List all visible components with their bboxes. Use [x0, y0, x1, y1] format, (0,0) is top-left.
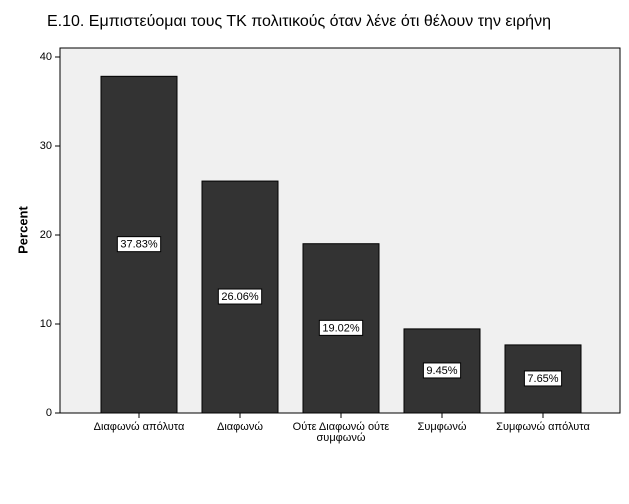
value-label-box	[116, 236, 162, 253]
x-tick-label: Συμφωνώ απόλυτα	[496, 421, 590, 433]
value-label-box	[523, 370, 563, 387]
y-axis-label: Percent	[15, 205, 30, 253]
y-tick-label: 30	[40, 140, 52, 152]
value-label: 7.65%	[527, 373, 558, 385]
y-tick-label: 40	[40, 51, 52, 63]
value-label: 37.83%	[120, 239, 158, 251]
x-tick-label: Συμφωνώ	[417, 421, 467, 433]
x-tick-label: Διαφωνώ απόλυτα	[93, 421, 185, 433]
chart-title: Ε.10. Εμπιστεύομαι τους ΤΚ πολιτικούς ότ…	[47, 13, 551, 30]
y-tick-label: 0	[46, 407, 52, 419]
x-tick-label: Ούτε Διαφωνώ ούτε συμφωνώ	[292, 421, 390, 444]
x-tick-label: Διαφωνώ	[217, 421, 263, 433]
value-label: 26.06%	[221, 291, 259, 303]
value-label: 9.45%	[426, 365, 457, 377]
y-tick-label: 20	[40, 229, 52, 241]
value-label: 19.02%	[322, 322, 360, 334]
value-label-box	[217, 288, 263, 305]
value-label-box	[422, 362, 462, 379]
y-tick-label: 10	[40, 318, 52, 330]
value-label-box	[318, 319, 364, 336]
